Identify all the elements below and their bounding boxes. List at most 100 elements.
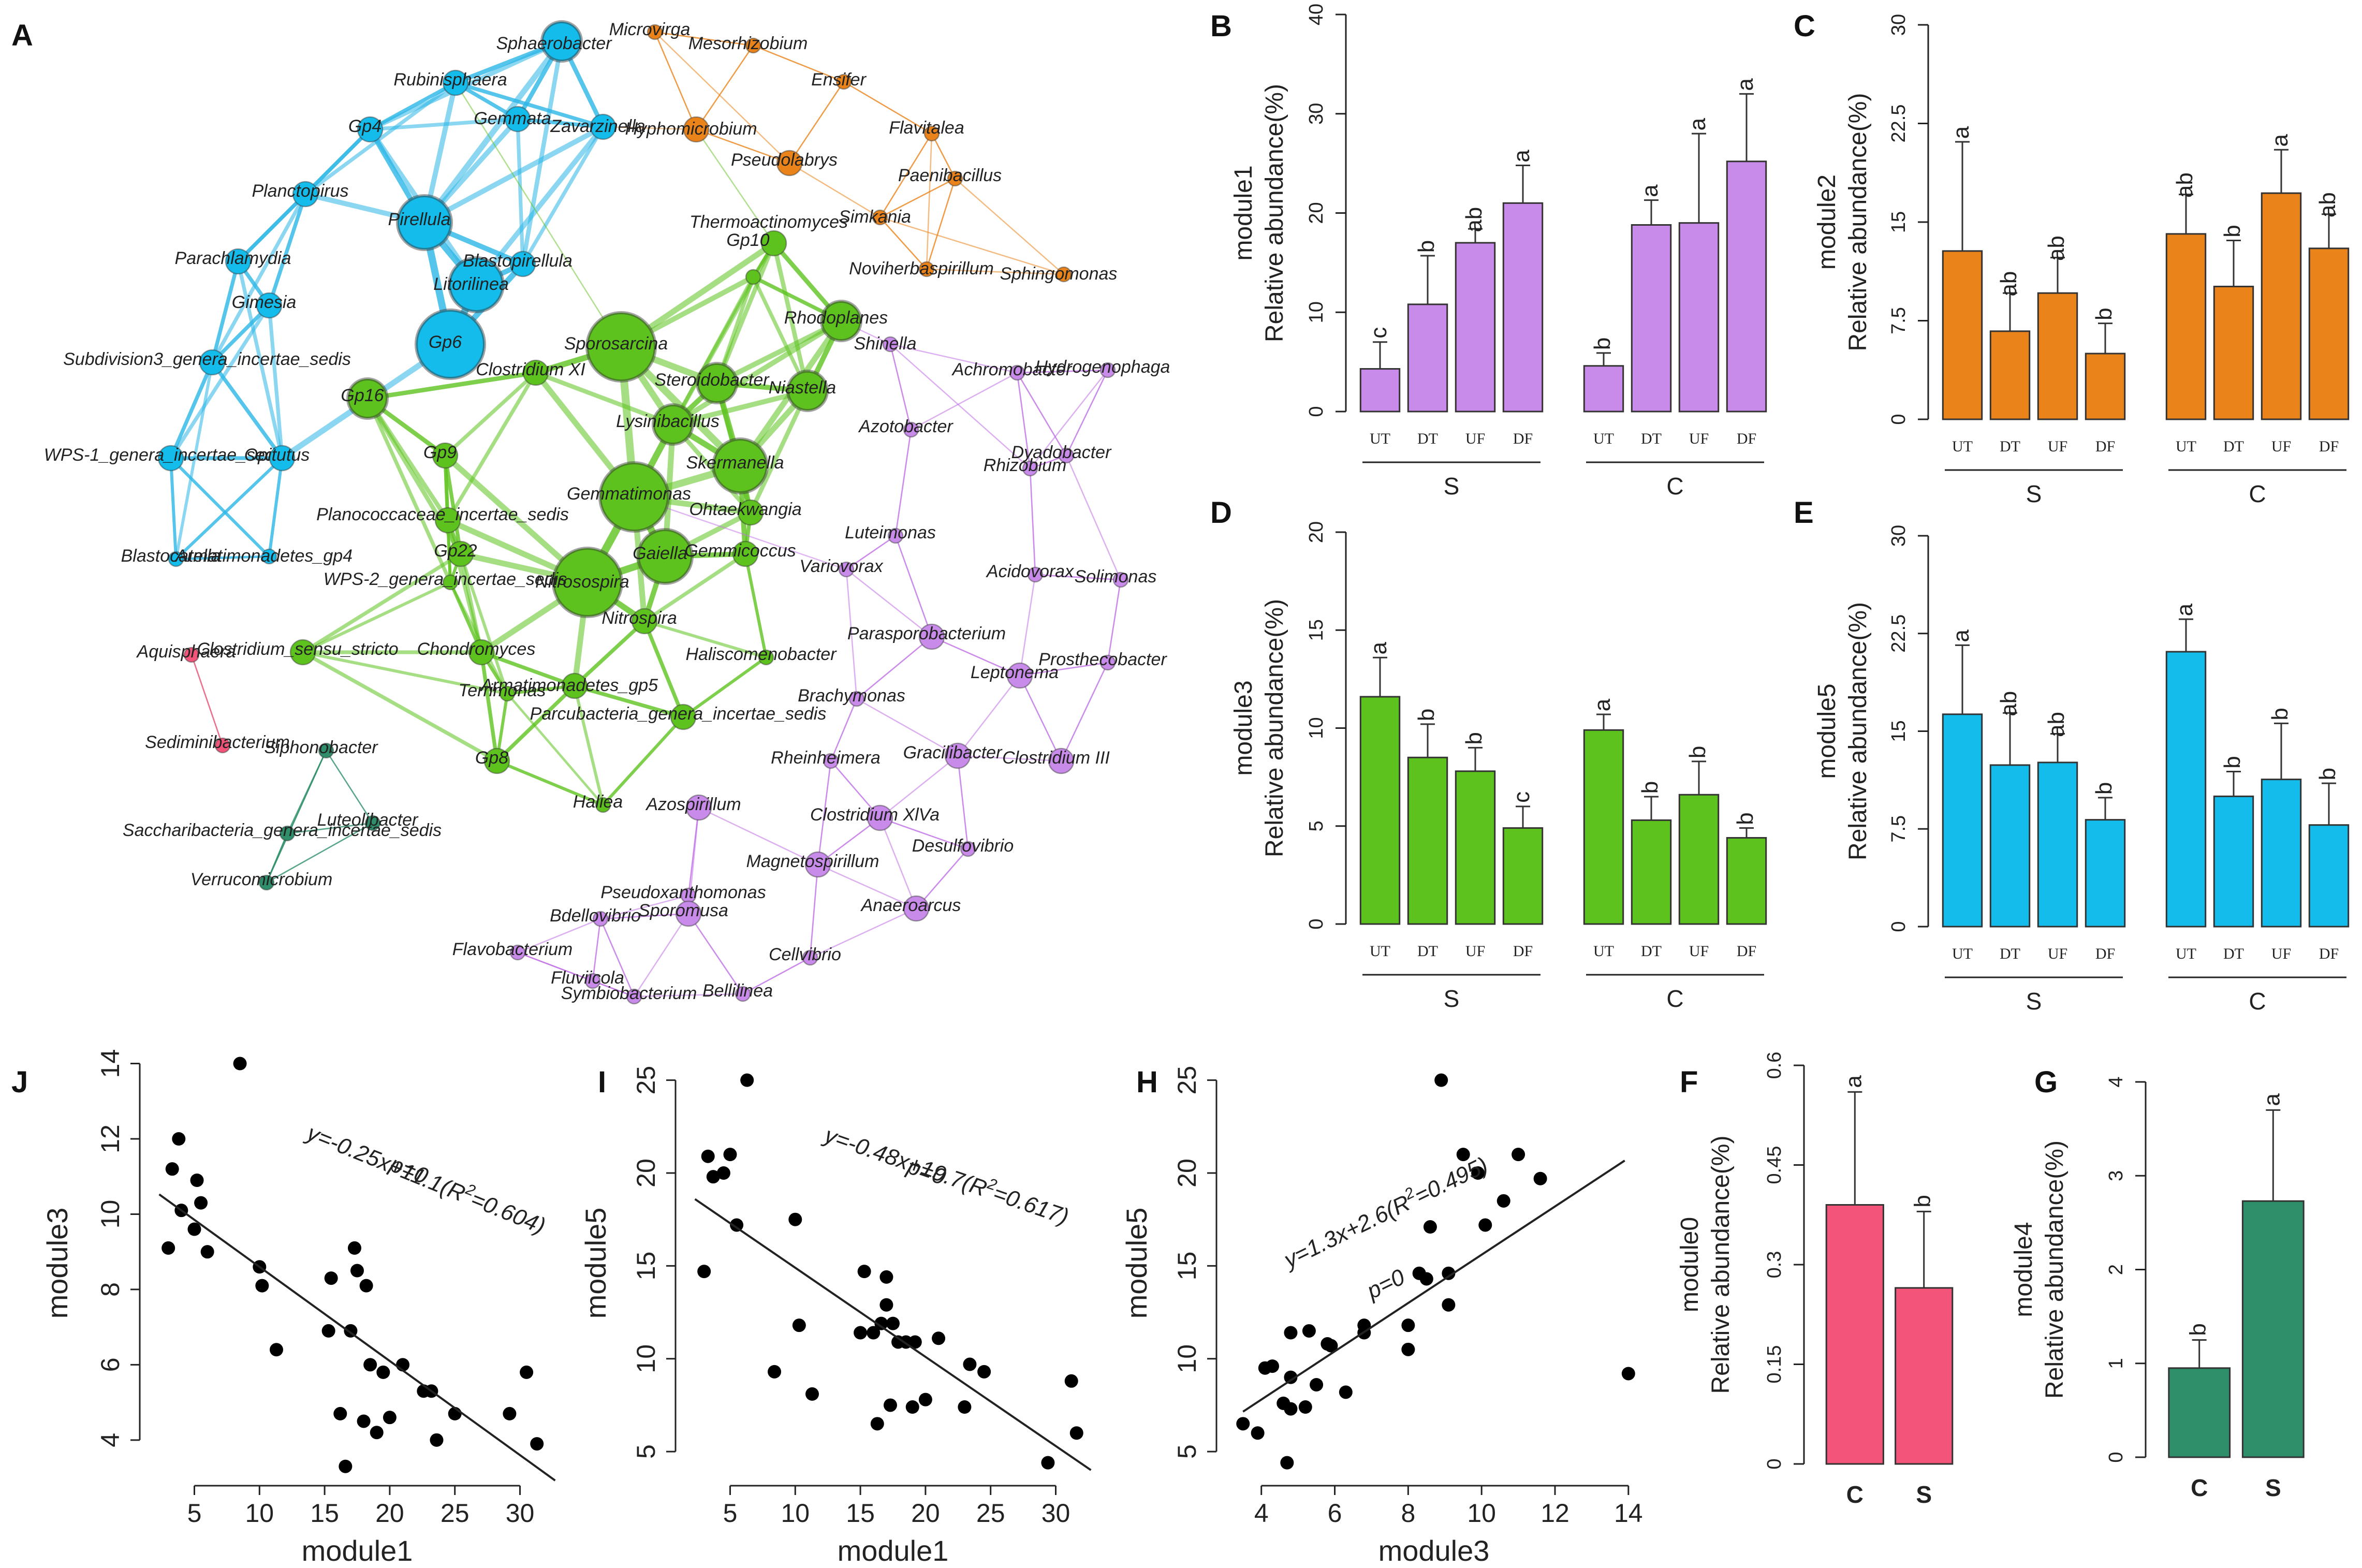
network-edge	[696, 128, 790, 164]
bar	[1942, 713, 1983, 928]
data-point	[1471, 1166, 1485, 1180]
x-category-label: C	[2191, 1474, 2208, 1501]
data-point	[363, 1358, 377, 1372]
bar	[1989, 764, 2031, 928]
network-node	[786, 370, 829, 412]
network-node-label: Gracilibacter	[903, 743, 1003, 763]
bar-chart-e: 0 7.5 15 22.5 30 module5 Relative abundance(%)…	[1813, 525, 2350, 1015]
y-tick-label: 10	[96, 1200, 125, 1229]
network-node	[584, 973, 601, 989]
data-point	[1041, 1456, 1055, 1470]
network-edge	[894, 429, 912, 536]
bar-chart-f: 0 0.15 0.3 0.45 0.6 module0 Relative abundance…	[1676, 1052, 1954, 1508]
x-category-label: DT	[1641, 943, 1662, 960]
significance-letter: a	[1509, 150, 1534, 163]
x-tick-label: 4	[1254, 1499, 1269, 1528]
network-edge	[517, 117, 604, 129]
network-edge	[592, 918, 601, 981]
bar	[1726, 837, 1767, 925]
significance-letter: b	[1733, 812, 1758, 825]
y-tick-label: 0.45	[1764, 1146, 1785, 1184]
network-node-label: Gp22	[434, 541, 477, 561]
data-point	[723, 1148, 737, 1162]
y-axis-title: module5 Relative abundance(%)	[1813, 602, 1872, 860]
bar	[1407, 303, 1448, 413]
network-node	[882, 336, 899, 353]
network-edge	[687, 913, 744, 994]
significance-letter: b	[1637, 781, 1663, 794]
network-node-label: Azotobacter	[858, 417, 953, 436]
network-edge	[211, 361, 284, 460]
y-axis-title: module4 Relative abundance(%)	[2010, 1140, 2068, 1399]
data-point	[187, 1222, 201, 1236]
y-tick-label: 0.6	[1764, 1052, 1785, 1079]
x-axis-title: module1	[302, 1534, 413, 1567]
network-node	[944, 742, 971, 769]
data-point	[1456, 1148, 1470, 1162]
network-node	[670, 704, 697, 730]
network-edge	[856, 636, 932, 699]
network-node	[760, 230, 787, 257]
network-node	[867, 804, 893, 831]
x-category-label: DF	[1513, 943, 1533, 960]
network-edge	[1029, 468, 1036, 575]
bar	[2241, 1200, 2305, 1458]
data-point	[530, 1437, 544, 1451]
scatter-plot-h: 4 6 8 10 12 14 5 10 15 20 25 module3 module5 y=1.3x+2…	[1120, 1066, 1643, 1567]
network-node-label: Brachymonas	[798, 686, 905, 706]
network-edge	[210, 261, 240, 363]
data-point	[1401, 1342, 1415, 1356]
significance-letter: b	[1685, 746, 1710, 758]
network-edge	[446, 372, 538, 521]
network-edge	[830, 698, 858, 761]
network-node-label: Nitrospira	[601, 608, 677, 628]
network-edge	[474, 125, 605, 287]
panel-letter-j: J	[11, 1065, 28, 1099]
data-point	[958, 1400, 972, 1414]
network-node	[903, 421, 919, 438]
network-node	[735, 986, 751, 1002]
y-tick-label: 3	[2105, 1170, 2127, 1181]
network-edge	[174, 457, 284, 561]
network-node-label: Bdellovibrio	[550, 906, 641, 926]
network-edge	[671, 276, 755, 426]
network-edge	[687, 807, 700, 896]
data-point	[1302, 1324, 1316, 1338]
network-node-label: Cellvibrio	[769, 945, 841, 964]
y-axis-label: Relative abundance(%)	[1261, 84, 1288, 342]
network-node-label: Gemmata	[474, 109, 551, 128]
y-tick-label: 22.5	[1888, 614, 1910, 653]
network-node-label: Pseudolabrys	[731, 150, 838, 170]
y-tick-label: 20	[1305, 202, 1327, 224]
network-node	[737, 499, 764, 526]
network-node	[838, 561, 855, 578]
regression-line	[694, 1198, 1092, 1471]
x-category-label: UT	[2176, 438, 2196, 455]
y-tick-label: 0.15	[1764, 1345, 1785, 1384]
network-edge	[890, 344, 1031, 469]
panel-letter-a: A	[11, 19, 33, 52]
data-point	[357, 1414, 371, 1428]
x-tick-label: 10	[781, 1499, 810, 1528]
significance-letter: a	[1733, 78, 1758, 91]
network-edge	[520, 41, 564, 265]
network-edge	[634, 993, 743, 998]
p-value: p=0	[1362, 1264, 1409, 1305]
bar	[2308, 824, 2350, 928]
significance-letter: b	[2267, 708, 2293, 720]
network-edge	[830, 760, 881, 818]
network-node-label: Niastella	[769, 378, 836, 398]
network-edge	[879, 217, 927, 270]
significance-letter: ab	[2172, 172, 2197, 198]
data-point	[870, 1417, 884, 1431]
network-edge	[742, 957, 811, 995]
network-node	[442, 574, 459, 591]
x-axis-title: module3	[1378, 1534, 1490, 1567]
significance-letter: b	[1414, 240, 1439, 253]
y-tick-label: 15	[1172, 1252, 1201, 1281]
bar-chart-d: 0 5 10 15 20 module3 Relative abundance(%) a UT b…	[1230, 521, 1767, 1012]
network-edge	[671, 318, 843, 427]
network-node	[823, 753, 839, 769]
y-axis-module-name: module0	[1676, 1217, 1704, 1312]
network-edge	[856, 698, 958, 757]
